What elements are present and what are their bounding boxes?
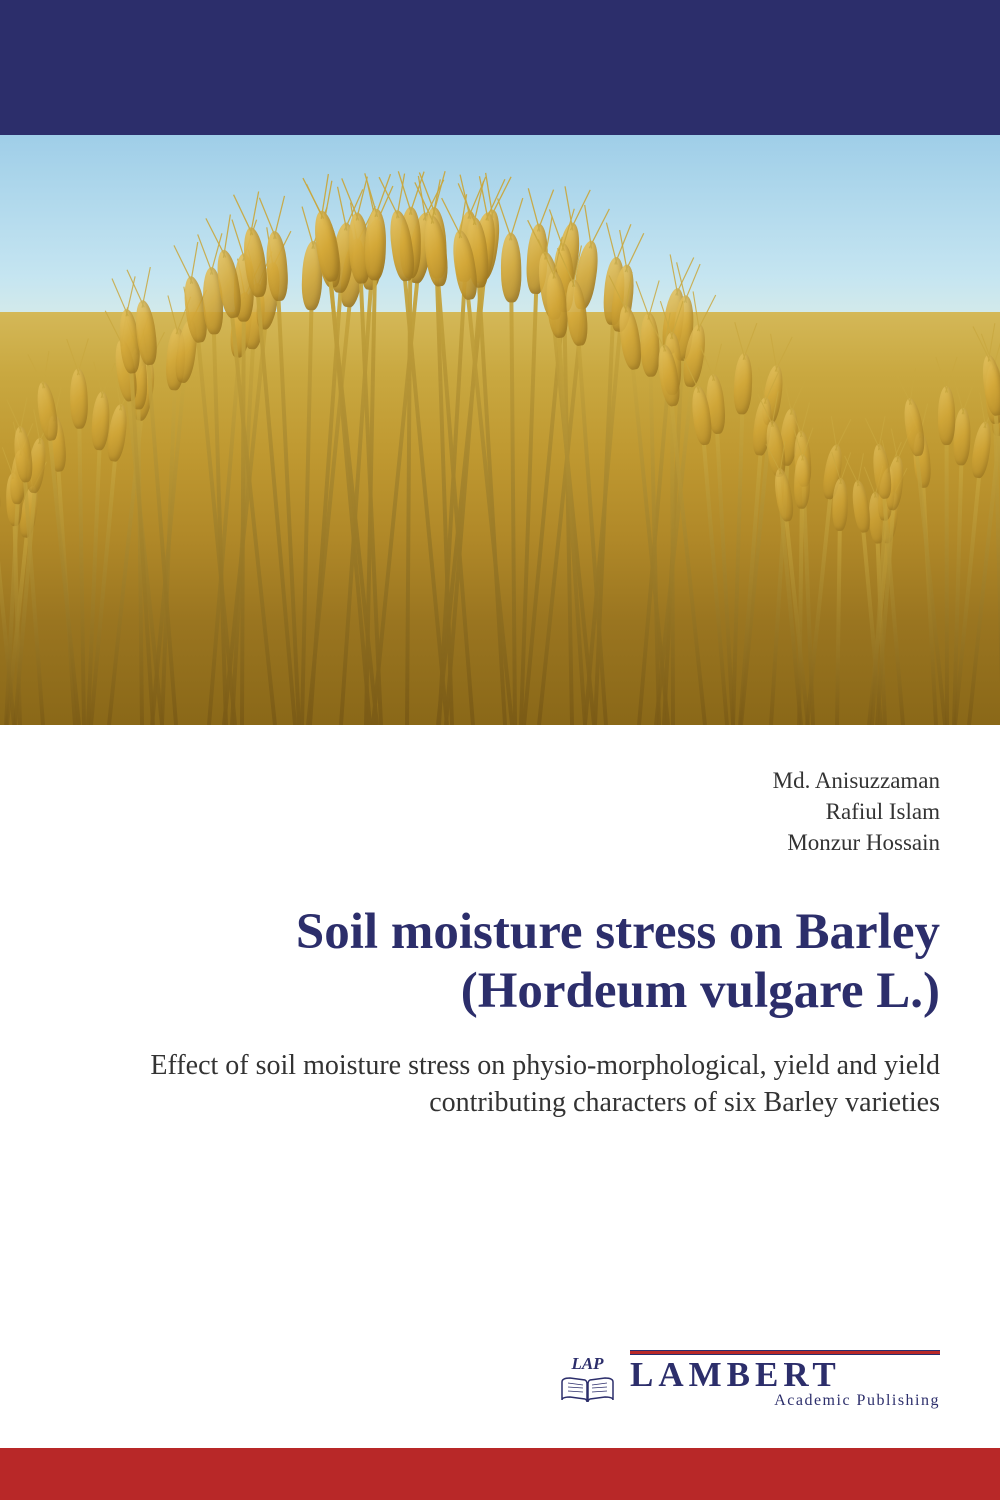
publisher-tagline: Academic Publishing — [630, 1392, 940, 1410]
publisher-name: LAMBERT — [630, 1357, 940, 1392]
content-area: Md. Anisuzzaman Rafiul Islam Monzur Hoss… — [0, 725, 1000, 1121]
author-1: Md. Anisuzzaman — [60, 765, 940, 796]
author-list: Md. Anisuzzaman Rafiul Islam Monzur Hoss… — [60, 765, 940, 858]
publisher-logo: LAP — [560, 1354, 615, 1406]
logo-lap-text: LAP — [571, 1354, 603, 1374]
publisher-block: LAP LAMBERT Academic Publishing — [560, 1350, 940, 1410]
top-color-bar — [0, 0, 1000, 135]
open-book-icon — [560, 1374, 615, 1406]
publisher-text: LAMBERT Academic Publishing — [630, 1350, 940, 1410]
hero-barley-field — [0, 135, 1000, 725]
bottom-color-bar — [0, 1448, 1000, 1500]
barley-field — [0, 312, 1000, 725]
book-title: Soil moisture stress on Barley (Hordeum … — [60, 903, 940, 1020]
author-3: Monzur Hossain — [60, 827, 940, 858]
book-subtitle: Effect of soil moisture stress on physio… — [60, 1048, 940, 1121]
author-2: Rafiul Islam — [60, 796, 940, 827]
